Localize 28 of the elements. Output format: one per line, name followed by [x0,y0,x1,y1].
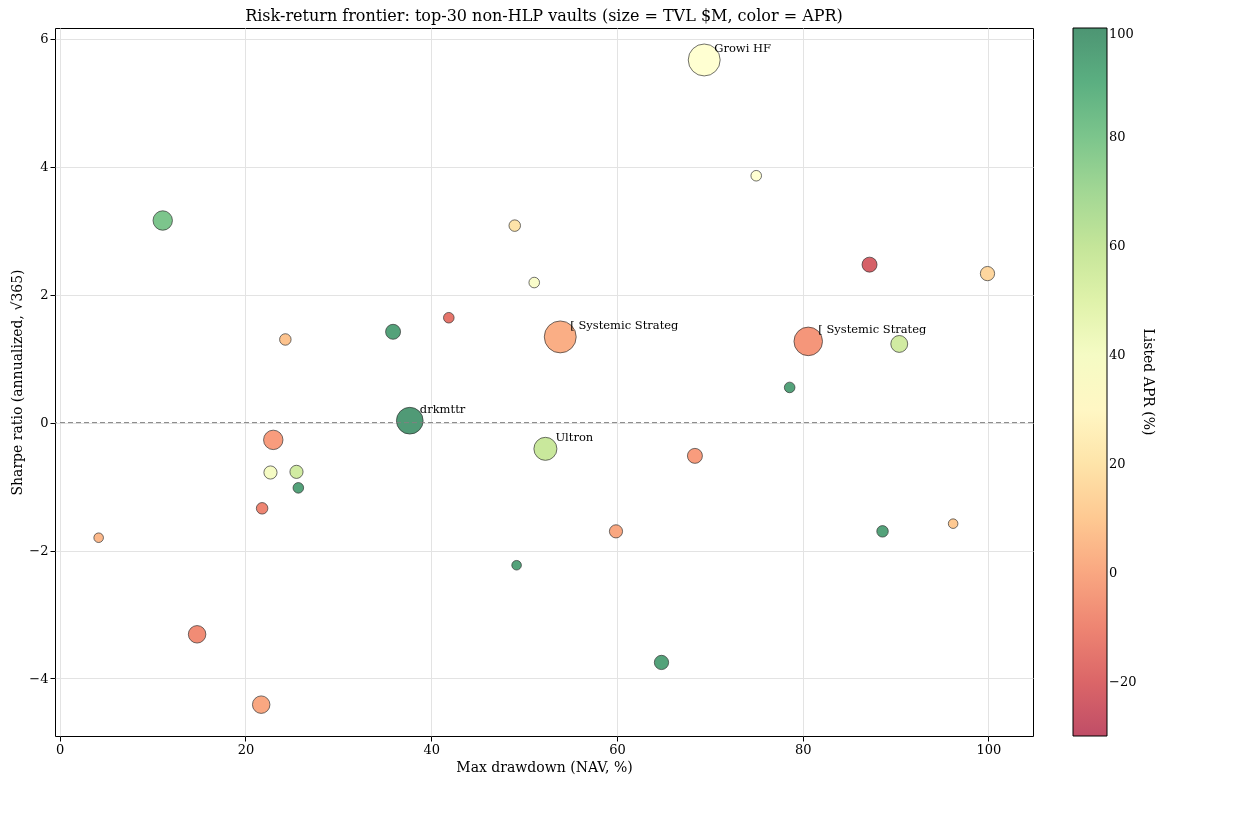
x-tick-label: 20 [237,741,255,757]
color-bar-label: 20 [1109,455,1126,471]
annotation: Growi HF [714,40,772,55]
color-bar-label: 0 [1109,564,1118,580]
y-tick-label: 2 [40,287,49,303]
y-tick-label: 4 [40,159,49,175]
color-bar-label: 100 [1109,26,1134,41]
x-axis-title: Max drawdown (NAV, %) [456,758,633,775]
color-bar-label: 60 [1109,237,1126,253]
annotation: [ Systemic Strateg [570,317,680,332]
y-tick-label: 6 [40,31,49,47]
color-bar-label: 80 [1109,128,1126,144]
x-tick-label: 0 [56,741,65,757]
y-tick-label: −4 [29,670,49,686]
x-tick-label: 80 [794,741,812,757]
annotation: Ultron [555,429,594,444]
x-tick-label: 100 [976,741,1002,757]
x-tick-label: 40 [423,741,440,757]
color-bar-title: Listed APR (%) [1141,328,1157,436]
annotation: [ Systemic Strateg [818,322,928,337]
chart-title: Risk-return frontier: top-30 non-HLP vaults (size = TVL $M, color = APR) [245,6,843,25]
y-axis-title: Sharpe ratio (annualized, √365) [9,269,26,496]
color-bar-label: 40 [1109,346,1126,362]
y-tick-label: 0 [40,415,49,431]
annotation: drkmttr [419,401,466,416]
y-tick-label: −2 [29,543,49,559]
x-tick-label: 60 [609,741,626,757]
color-bar-label: −20 [1109,673,1137,689]
